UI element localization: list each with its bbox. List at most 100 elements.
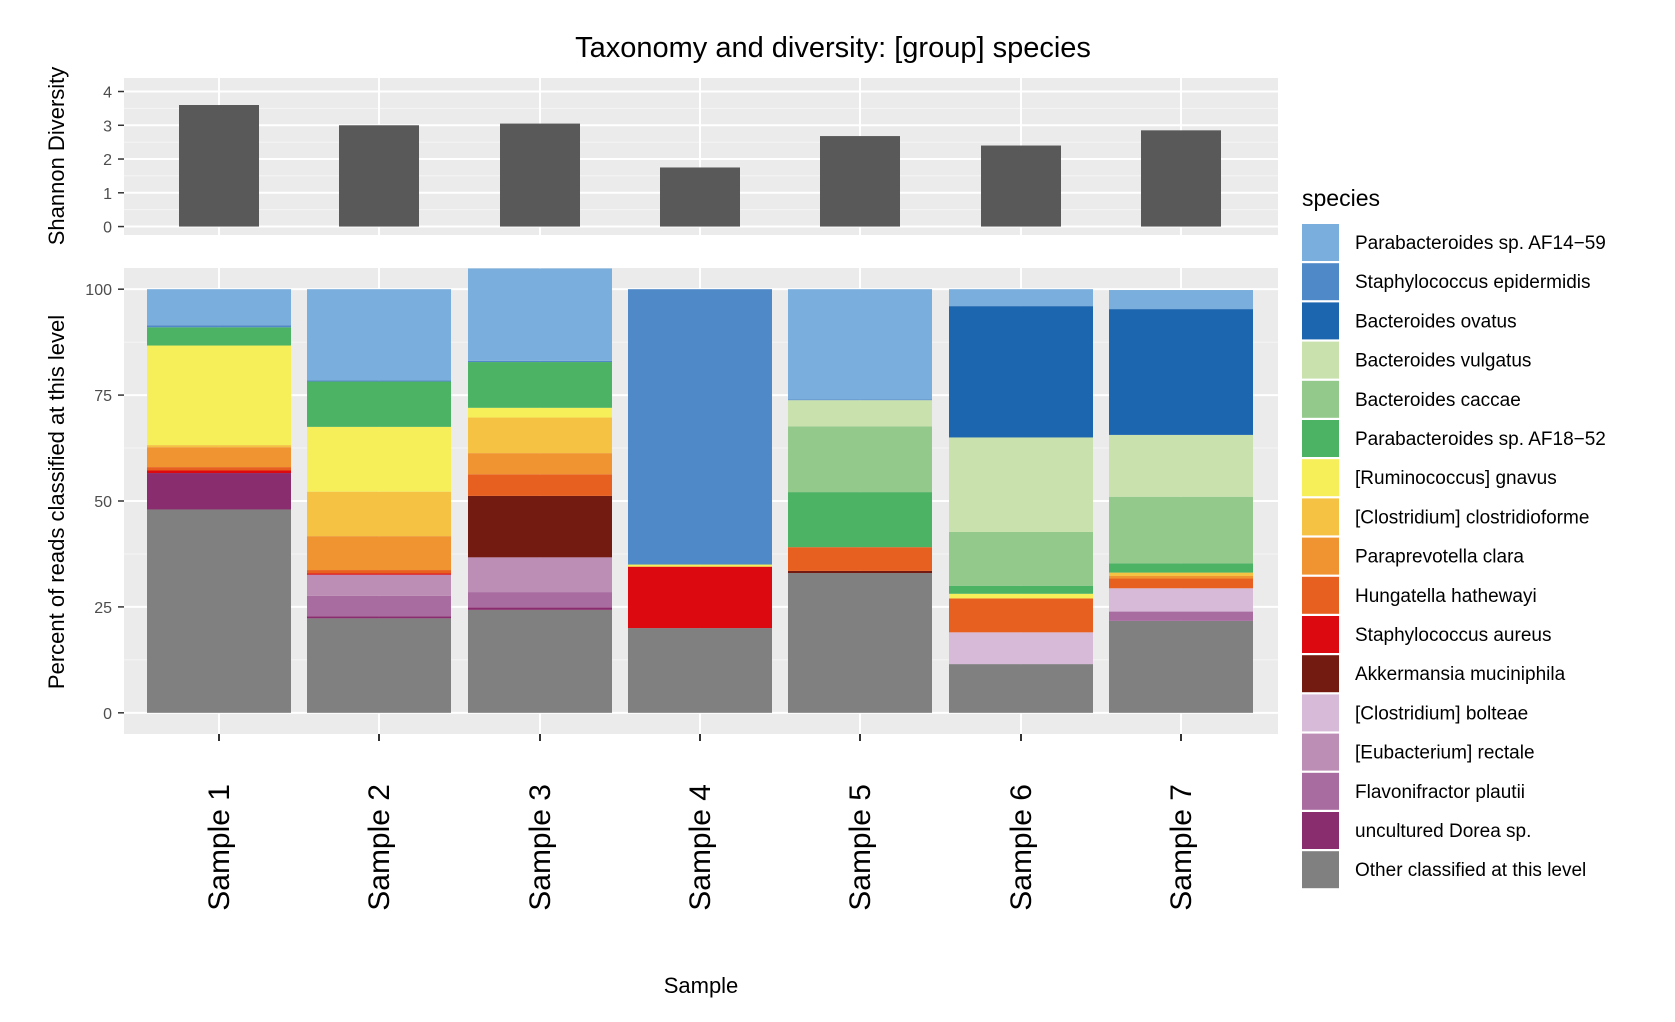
bar-segment <box>628 564 772 567</box>
bar-segment <box>307 426 451 492</box>
legend-label: uncultured Dorea sp. <box>1355 821 1531 842</box>
bar-segment <box>307 381 451 427</box>
bar-segment <box>788 399 932 401</box>
composition-tick-label: 0 <box>103 706 112 723</box>
bar-segment <box>468 360 612 363</box>
composition-bars <box>147 268 1253 713</box>
bar-segment <box>949 585 1093 594</box>
bar-segment <box>307 618 451 713</box>
bar-segment <box>628 628 772 713</box>
bar-segment <box>147 289 291 326</box>
legend-label: [Ruminococcus] gnavus <box>1355 468 1557 489</box>
composition-tick-label: 100 <box>85 282 112 299</box>
bar-segment <box>307 573 451 575</box>
bar-segment <box>788 400 932 427</box>
diversity-y-ticks: 0 1 2 3 4 <box>103 85 124 237</box>
chart-title: Taxonomy and diversity: [group] species <box>575 32 1091 64</box>
x-tick-label: Sample 3 <box>524 784 557 911</box>
x-ticks: Sample 1 Sample 2 Sample 3 Sample 4 Sample 5… <box>203 734 1198 911</box>
diversity-tick-label: 4 <box>103 85 112 102</box>
bar-segment <box>468 474 612 496</box>
composition-tick-label: 75 <box>94 388 112 405</box>
bar-segment <box>1109 578 1253 589</box>
bar-segment <box>307 595 451 617</box>
composition-y-ticks: 0 25 50 75 100 <box>85 282 124 723</box>
bar-segment <box>468 453 612 475</box>
legend-swatch <box>1302 263 1339 301</box>
bar-segment <box>468 592 612 608</box>
bar-segment <box>1109 434 1253 497</box>
bar-segment <box>147 345 291 446</box>
legend-swatch <box>1302 576 1339 614</box>
bar-segment <box>147 509 291 713</box>
bar-segment <box>949 531 1093 586</box>
bar-segment <box>147 470 291 474</box>
legend-swatch <box>1302 420 1339 457</box>
bar-segment <box>1109 588 1253 612</box>
legend-label: Parabacteroides sp. AF14−59 <box>1355 233 1606 254</box>
bar-segment <box>307 491 451 537</box>
bar-segment <box>1109 496 1253 564</box>
bar-segment <box>468 268 612 361</box>
bar-segment <box>468 407 612 418</box>
bar-segment <box>147 445 291 448</box>
bar-segment <box>307 536 451 571</box>
legend-label: [Clostridium] clostridioforme <box>1355 507 1589 528</box>
diversity-bar <box>981 145 1061 227</box>
bar-segment <box>1109 290 1253 310</box>
legend-swatch <box>1302 616 1339 653</box>
legend-swatch <box>1302 812 1339 849</box>
legend-swatch <box>1302 341 1339 379</box>
legend-swatch <box>1302 694 1339 732</box>
bar-segment <box>147 447 291 468</box>
bar-segment <box>468 495 612 558</box>
diversity-tick-label: 0 <box>103 220 112 237</box>
legend-label: Other classified at this level <box>1355 860 1586 881</box>
bar-segment <box>468 607 612 610</box>
composition-tick-label: 50 <box>94 494 112 511</box>
bar-segment <box>788 426 932 493</box>
bar-segment <box>788 570 932 574</box>
legend-label: Parabacteroides sp. AF18−52 <box>1355 429 1606 450</box>
bar-segment <box>307 616 451 619</box>
diversity-y-axis-title: Shannon Diversity <box>44 67 69 246</box>
diversity-bar <box>820 136 900 227</box>
bar-segment <box>307 289 451 381</box>
legend-label: Flavonifractor plautii <box>1355 782 1525 803</box>
diversity-bar <box>660 167 740 227</box>
diversity-bar <box>500 123 580 227</box>
bar-segment <box>147 327 291 346</box>
legend-title: species <box>1302 185 1380 211</box>
legend-label: Bacteroides caccae <box>1355 390 1521 411</box>
bar-segment <box>949 289 1093 307</box>
legend-label: Staphylococcus epidermidis <box>1355 272 1591 293</box>
bar-segment <box>788 289 932 400</box>
bar-segment <box>949 306 1093 438</box>
diversity-tick-label: 1 <box>103 186 112 203</box>
diversity-bar <box>339 125 419 227</box>
bar-segment <box>1109 611 1253 621</box>
bar-segment <box>1109 572 1253 576</box>
bar-segment <box>1109 575 1253 579</box>
legend-swatch <box>1302 851 1339 889</box>
legend-swatch <box>1302 498 1339 536</box>
bar-segment <box>468 609 612 713</box>
x-tick-label: Sample 4 <box>684 784 717 911</box>
legend-label: Bacteroides vulgatus <box>1355 351 1531 372</box>
composition-tick-label: 25 <box>94 600 112 617</box>
diversity-tick-label: 2 <box>103 152 112 169</box>
bar-segment <box>307 380 451 382</box>
bar-segment <box>949 593 1093 599</box>
legend: Parabacteroides sp. AF14−59 Staphylococcu… <box>1302 224 1606 889</box>
legend-label: Akkermansia muciniphila <box>1355 664 1566 685</box>
bar-segment <box>788 573 932 713</box>
legend-swatch <box>1302 733 1339 771</box>
bar-segment <box>147 473 291 510</box>
bar-segment <box>949 632 1093 665</box>
bar-segment <box>468 362 612 408</box>
legend-label: [Clostridium] bolteae <box>1355 703 1528 724</box>
legend-swatch <box>1302 537 1339 575</box>
diversity-bar <box>179 105 259 227</box>
bar-segment <box>147 325 291 328</box>
